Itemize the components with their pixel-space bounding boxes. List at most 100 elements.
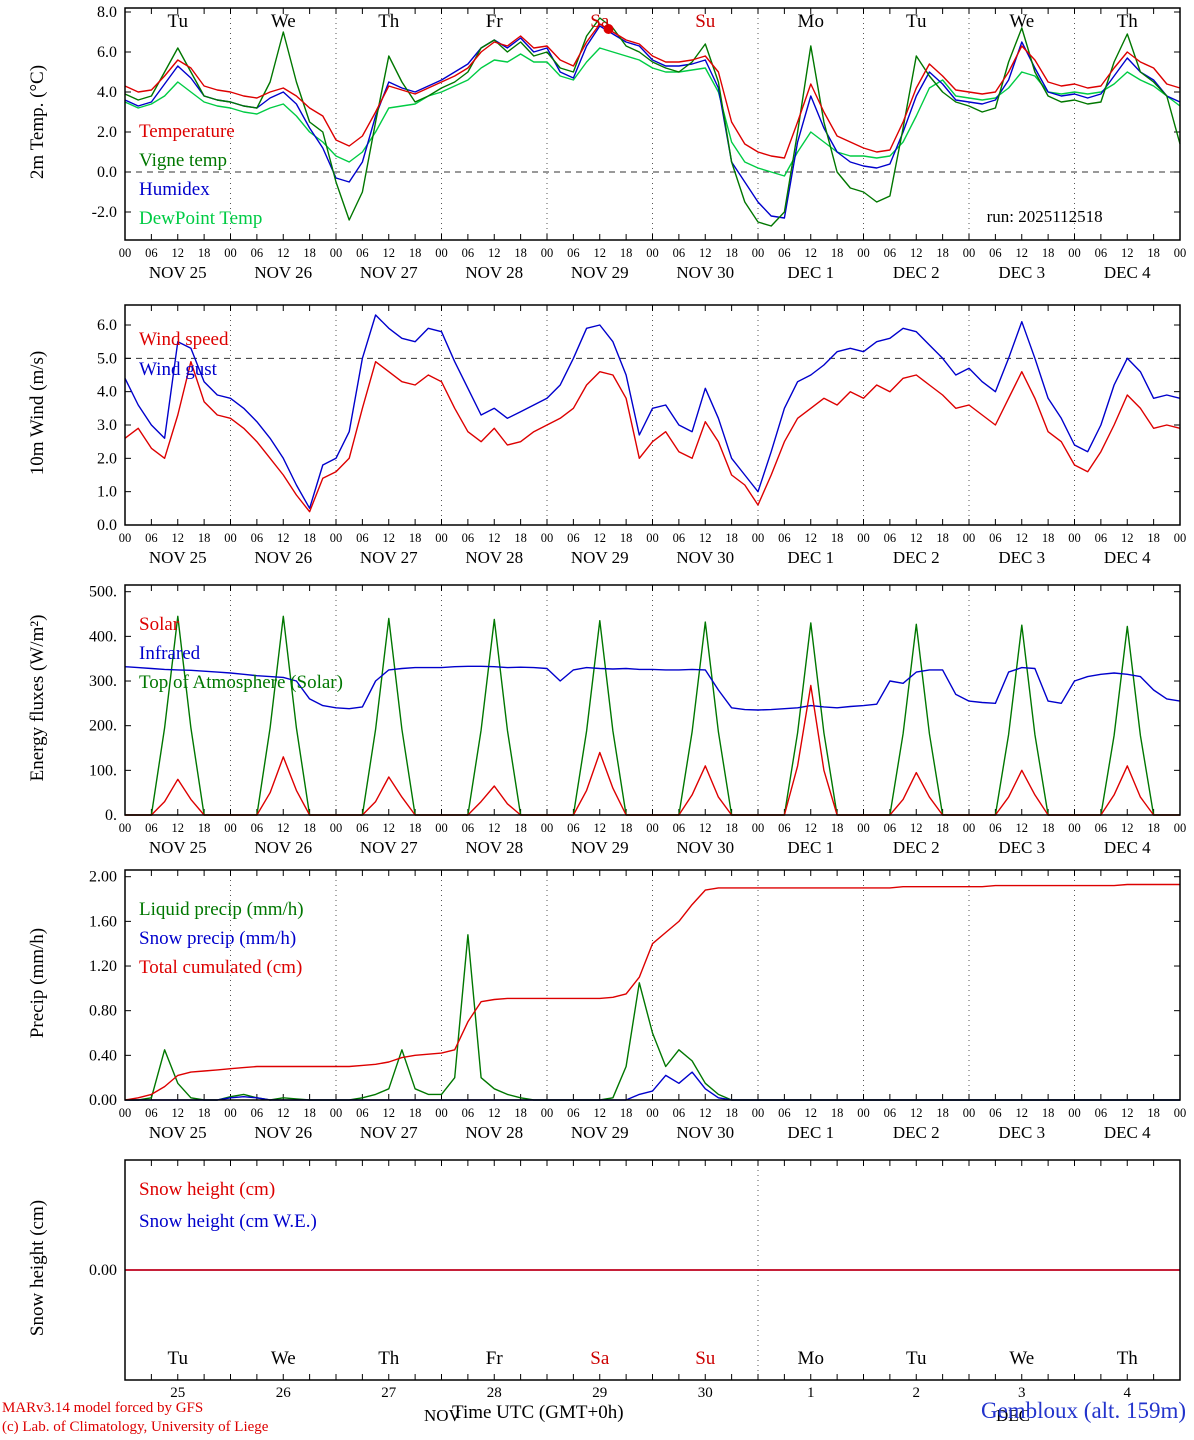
hour-label: 12: [910, 531, 923, 545]
hour-label: 00: [857, 246, 870, 260]
hour-label: 06: [1095, 821, 1108, 835]
day-number: 26: [276, 1385, 292, 1401]
hour-label: 06: [673, 1106, 686, 1120]
hour-label: 18: [1042, 246, 1055, 260]
hour-label: 06: [884, 246, 897, 260]
y-tick-label: 300.: [89, 673, 117, 690]
day-number: 1: [807, 1385, 815, 1401]
hour-label: 12: [488, 1106, 501, 1120]
hour-label: 18: [409, 1106, 422, 1120]
hour-label: 12: [699, 1106, 712, 1120]
hour-label: 18: [620, 246, 633, 260]
series-infrared: [124, 665, 1181, 711]
hour-label: 12: [277, 1106, 290, 1120]
hour-label: 18: [936, 821, 949, 835]
hour-label: 18: [1147, 1106, 1160, 1120]
hour-label: 00: [646, 1106, 659, 1120]
hour-label: 18: [831, 1106, 844, 1120]
hour-label: 06: [989, 246, 1002, 260]
day-name: Th: [1117, 1348, 1139, 1369]
legend-infrared: Infrared: [139, 643, 201, 664]
hour-label: 12: [488, 531, 501, 545]
date-label: NOV 25: [149, 1123, 207, 1142]
hour-label: 18: [1147, 246, 1160, 260]
hour-label: 00: [541, 531, 554, 545]
hour-label: 12: [172, 531, 185, 545]
hour-label: 00: [963, 246, 976, 260]
day-name: Su: [695, 11, 716, 32]
legend-total-cumulated-cm: Total cumulated (cm): [139, 957, 302, 978]
day-name: We: [271, 1348, 296, 1369]
y-tick-label: 0.00: [89, 1092, 117, 1109]
y-axis-label-snow: Snow height (cm): [27, 1199, 48, 1337]
hour-label: 12: [594, 821, 607, 835]
hour-label: 06: [884, 821, 897, 835]
hour-label: 18: [1042, 821, 1055, 835]
hour-label: 00: [1174, 531, 1187, 545]
hour-label: 00: [330, 531, 343, 545]
hour-label: 12: [805, 246, 818, 260]
hour-label: 06: [1095, 246, 1108, 260]
date-label: DEC 4: [1104, 548, 1151, 567]
hour-label: 06: [356, 1106, 369, 1120]
day-name: Th: [378, 1348, 400, 1369]
hour-label: 00: [752, 1106, 765, 1120]
date-label: DEC 3: [998, 263, 1045, 282]
day-name: We: [1009, 11, 1034, 32]
hour-label: 12: [172, 1106, 185, 1120]
y-tick-label: 0.: [105, 807, 117, 824]
hour-label: 12: [1016, 246, 1029, 260]
y-tick-label: 0.0: [97, 164, 117, 181]
legend-liquid-precip-mm-h: Liquid precip (mm/h): [139, 899, 304, 920]
series-wind-speed: [124, 361, 1181, 513]
day-name: Tu: [168, 11, 189, 32]
hour-label: 06: [356, 821, 369, 835]
date-label: DEC 3: [998, 1123, 1045, 1142]
y-tick-label: -2.0: [92, 204, 117, 221]
hour-label: 18: [1147, 531, 1160, 545]
hour-label: 18: [1042, 531, 1055, 545]
y-tick-label: 4.0: [97, 84, 117, 101]
hour-label: 18: [303, 1106, 316, 1120]
y-tick-label: 400.: [89, 628, 117, 645]
hour-label: 00: [1174, 246, 1187, 260]
y-tick-label: 200.: [89, 718, 117, 735]
series-vigne-temp: [124, 17, 1181, 227]
hour-label: 12: [594, 531, 607, 545]
hour-label: 12: [910, 246, 923, 260]
panel-border: [124, 584, 1181, 816]
hour-label: 18: [514, 821, 527, 835]
hour-label: 12: [699, 821, 712, 835]
station-label: Gembloux (alt. 159m): [980, 1398, 1186, 1423]
hour-label: 18: [409, 246, 422, 260]
date-label: NOV 26: [254, 838, 312, 857]
day-name: Tu: [906, 1348, 927, 1369]
y-tick-label: 3.0: [97, 417, 117, 434]
y-tick-label: 8.0: [97, 4, 117, 21]
date-label: NOV 27: [360, 548, 418, 567]
hour-label: 06: [462, 246, 475, 260]
y-tick-label: 4.0: [97, 384, 117, 401]
hour-label: 12: [383, 246, 396, 260]
hour-label: 00: [330, 821, 343, 835]
hour-label: 06: [145, 531, 158, 545]
hour-label: 12: [488, 246, 501, 260]
hour-label: 12: [277, 531, 290, 545]
hour-label: 00: [119, 246, 132, 260]
hour-label: 00: [963, 1106, 976, 1120]
day-name: Th: [378, 11, 400, 32]
date-label: DEC 1: [787, 1123, 834, 1142]
hour-label: 00: [119, 821, 132, 835]
hour-label: 06: [567, 1106, 580, 1120]
hour-label: 00: [646, 821, 659, 835]
day-number: 3: [1018, 1385, 1026, 1401]
y-tick-label: 6.0: [97, 317, 117, 334]
date-label: DEC 2: [893, 548, 940, 567]
hour-label: 12: [383, 1106, 396, 1120]
hour-label: 12: [383, 531, 396, 545]
lab-credit: (c) Lab. of Climatology, University of L…: [2, 1419, 269, 1435]
hour-label: 18: [514, 1106, 527, 1120]
hour-label: 06: [251, 1106, 264, 1120]
day-name: Fr: [486, 11, 504, 32]
